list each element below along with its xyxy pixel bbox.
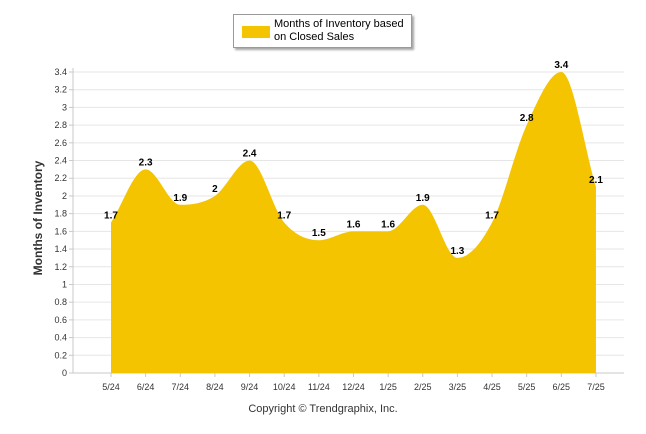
data-label: 1.7 [485, 211, 499, 222]
data-label: 1.6 [347, 219, 361, 230]
data-label: 1.9 [416, 193, 430, 204]
x-tick-label: 8/24 [206, 382, 224, 392]
data-label: 1.9 [173, 193, 187, 204]
x-tick-label: 1/25 [379, 382, 397, 392]
x-tick-label: 12/24 [342, 382, 365, 392]
x-tick-label: 11/24 [308, 382, 330, 392]
data-label: 1.7 [277, 211, 291, 222]
x-tick-label: 2/25 [414, 382, 432, 392]
y-tick-label: 0.4 [54, 333, 67, 343]
legend-swatch [242, 26, 270, 38]
x-tick-label: 5/24 [102, 382, 120, 392]
y-tick-label: 3 [62, 102, 67, 112]
y-tick-label: 0.2 [54, 350, 67, 360]
y-tick-label: 1.8 [54, 209, 67, 219]
y-tick-label: 2.8 [54, 120, 67, 130]
data-label: 1.3 [450, 246, 464, 257]
y-tick-label: 1.4 [54, 244, 67, 254]
data-labels: 1.7 2.3 1.9 2 2.4 1.7 1.5 1.6 1.6 1.9 1.3 1.7 2.8 3.4… [104, 60, 603, 257]
y-tick-label: 1 [62, 279, 67, 289]
y-tick-label: 0.8 [54, 297, 67, 307]
x-tick-label: 6/24 [137, 382, 155, 392]
data-label: 2.1 [589, 175, 603, 186]
x-tick-label: 5/25 [518, 382, 536, 392]
y-tick-label: 2 [62, 191, 67, 201]
data-label: 2.3 [139, 157, 153, 168]
y-tick-label: 2.6 [54, 138, 67, 148]
data-label: 3.4 [554, 60, 568, 71]
series-area [111, 72, 596, 373]
data-label: 1.5 [312, 228, 326, 239]
x-tick-label: 10/24 [273, 382, 296, 392]
x-tick-label: 6/25 [553, 382, 571, 392]
y-tick-label: 2.2 [54, 173, 67, 183]
x-tick-label: 7/25 [587, 382, 605, 392]
data-label: 1.7 [104, 211, 118, 222]
x-axis-ticks: 5/24 6/24 7/24 8/24 9/24 10/24 11/24 12/24 1/25 2… [102, 373, 605, 392]
x-tick-label: 7/24 [172, 382, 190, 392]
data-label: 2 [212, 184, 218, 195]
x-tick-label: 4/25 [483, 382, 501, 392]
y-tick-label: 1.6 [54, 226, 67, 236]
data-label: 1.6 [381, 219, 395, 230]
copyright-text: Copyright © Trendgraphix, Inc. [248, 403, 398, 415]
y-tick-label: 0.6 [54, 315, 67, 325]
legend: Months of Inventory based on Closed Sale… [233, 14, 412, 48]
y-axis-title: Months of Inventory [31, 160, 45, 275]
y-tick-label: 0 [62, 368, 67, 378]
y-tick-label: 2.4 [54, 156, 67, 166]
data-label: 2.8 [520, 113, 534, 124]
x-tick-label: 3/25 [449, 382, 467, 392]
y-axis-ticks: 0 0.2 0.4 0.6 0.8 1 1.2 1.4 1.6 1.8 2 2.2 2.4 2.6 2.8 3… [54, 67, 73, 378]
legend-label: Months of Inventory based on Closed Sale… [274, 18, 404, 43]
y-tick-label: 3.4 [54, 67, 67, 77]
y-tick-label: 1.2 [54, 262, 67, 272]
x-tick-label: 9/24 [241, 382, 259, 392]
y-tick-label: 3.2 [54, 85, 67, 95]
data-label: 2.4 [243, 149, 257, 160]
